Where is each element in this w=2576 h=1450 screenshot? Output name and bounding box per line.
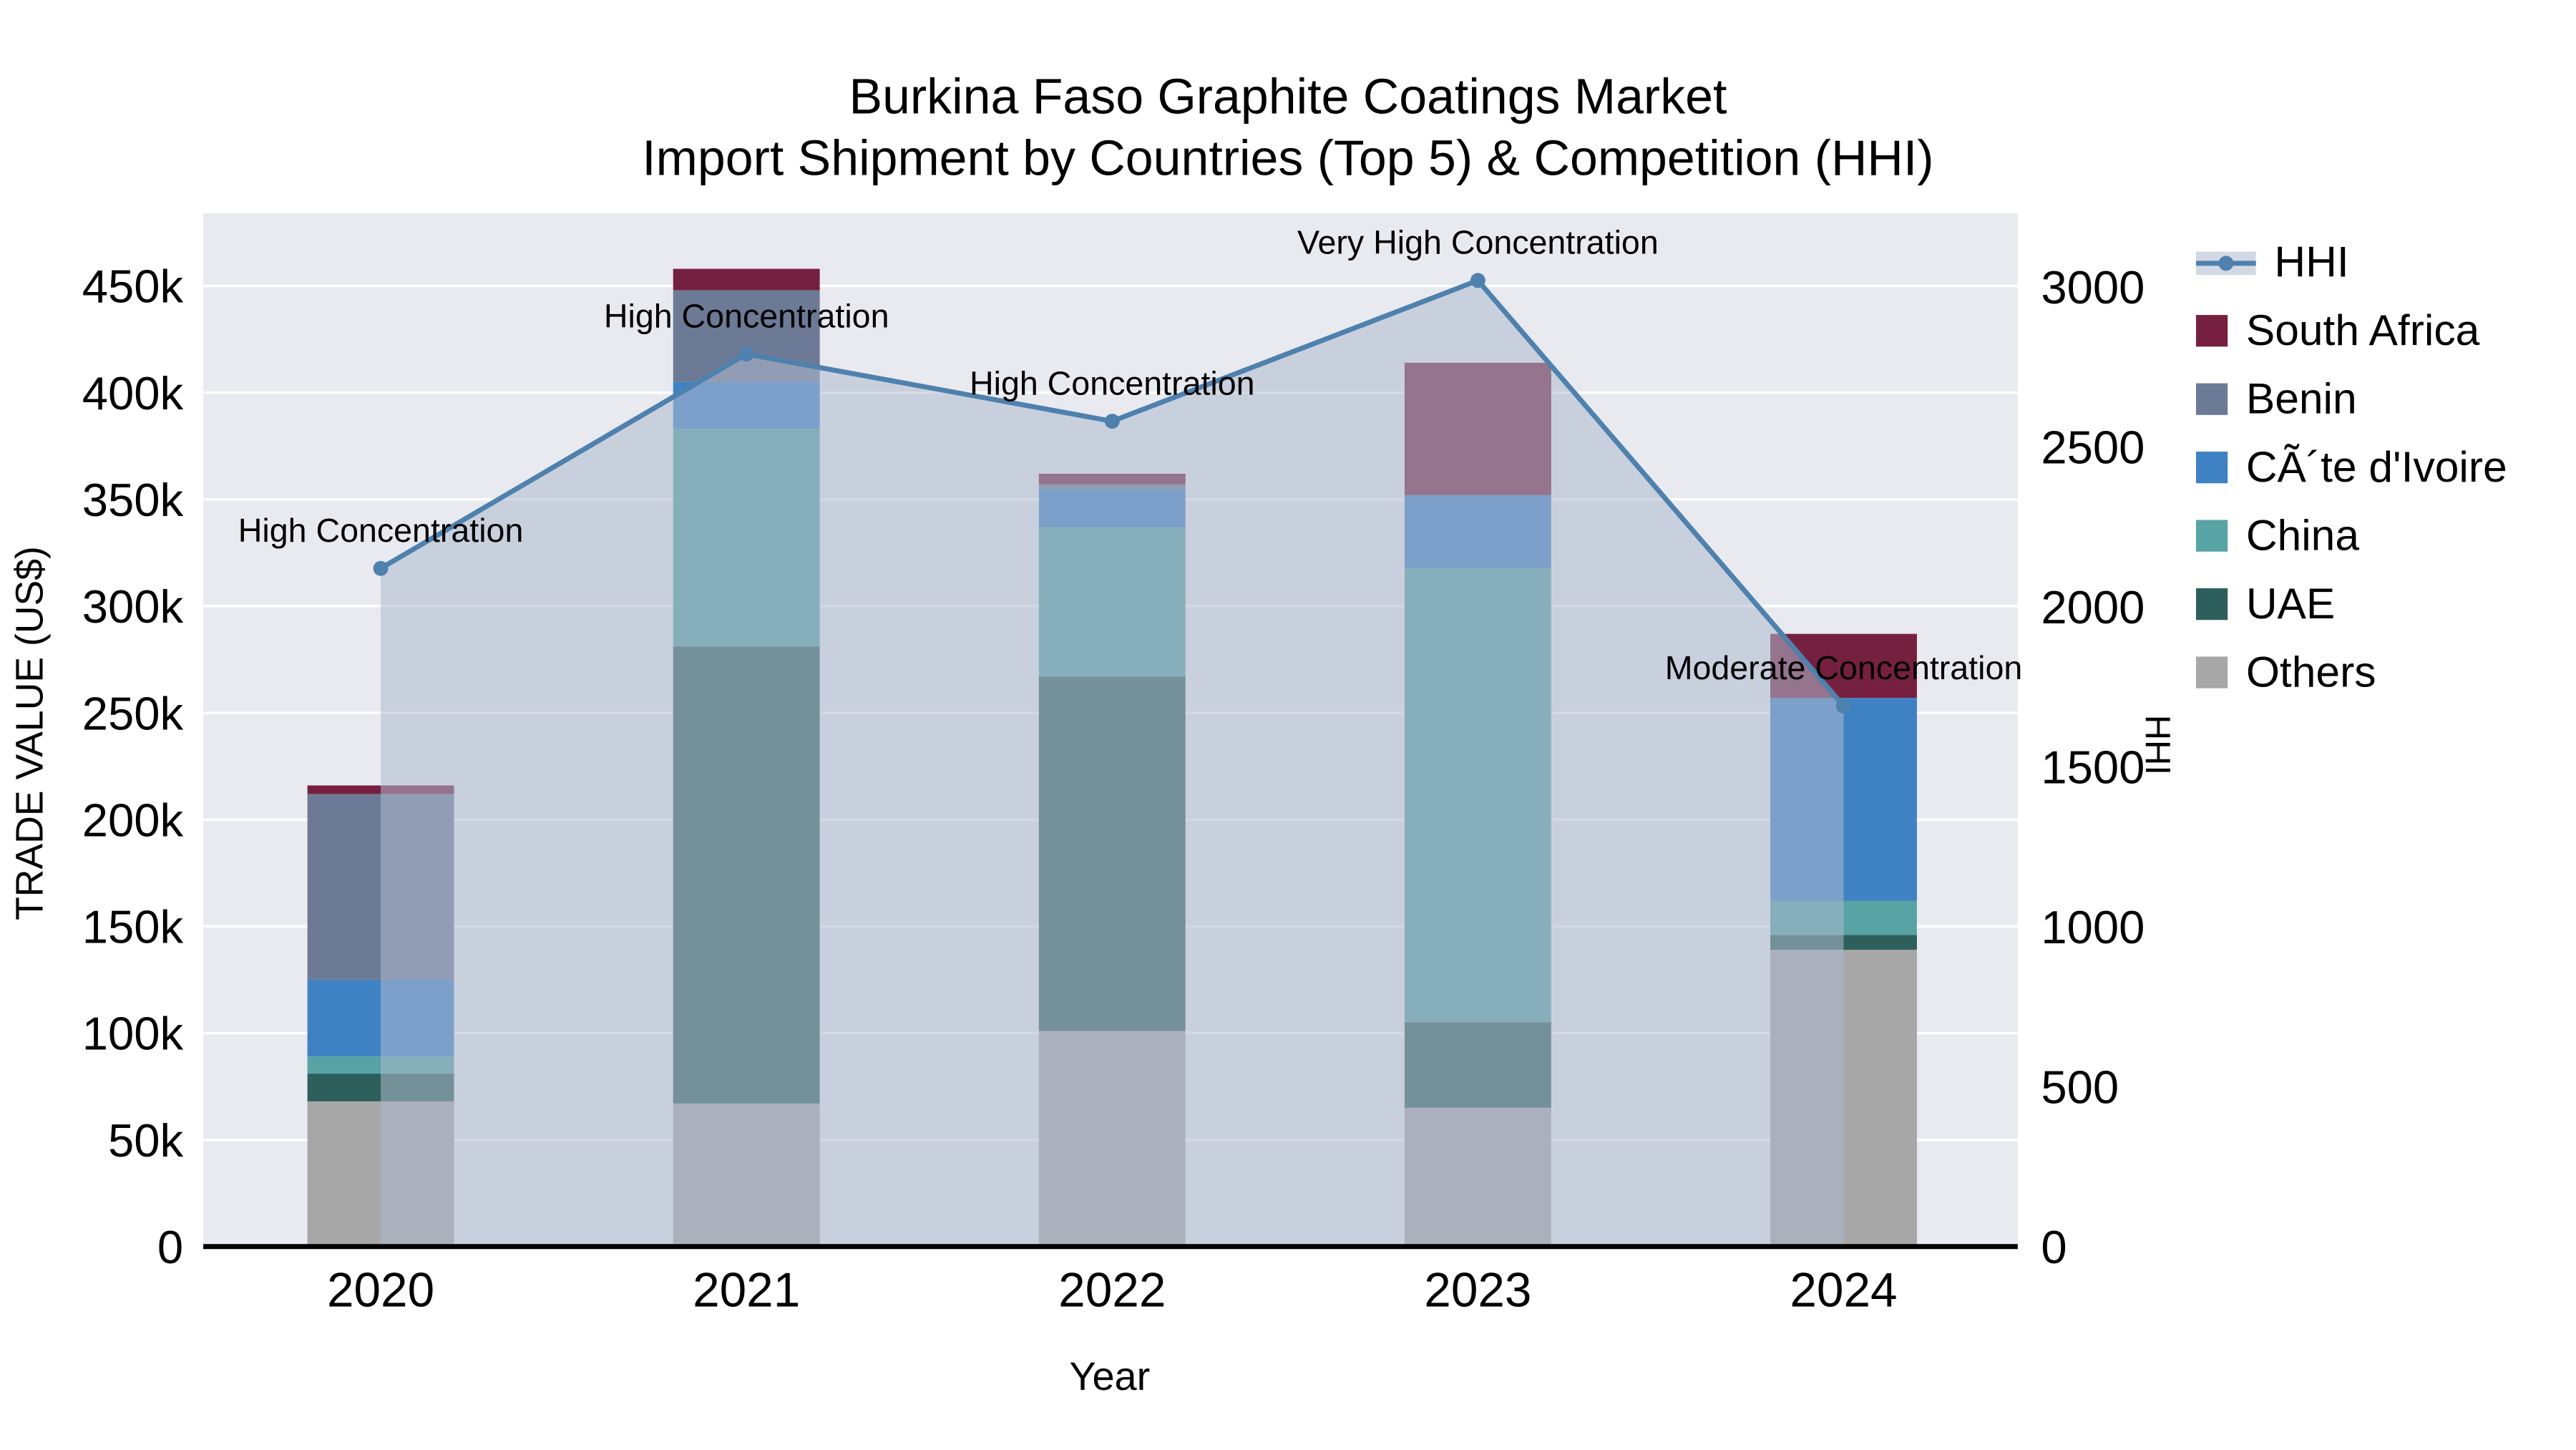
x-tick-2022: 2022 [1058, 1264, 1166, 1318]
y-left-tick-450k: 450k [82, 261, 184, 313]
x-tick-2023: 2023 [1424, 1264, 1531, 1318]
y-right-tick-500: 500 [2041, 1061, 2119, 1114]
legend-item-others[interactable]: Others [2195, 646, 2507, 698]
hhi-marker-2022 [1104, 414, 1120, 429]
series-swatch-icon [2195, 452, 2228, 484]
y-left-tick-200k: 200k [82, 794, 184, 846]
hhi-marker-2020 [373, 560, 389, 576]
x-tick-2021: 2021 [693, 1264, 800, 1318]
bar-segment-south-africa-2021 [673, 268, 820, 291]
legend-label: HHI [2274, 236, 2349, 287]
x-tick-2020: 2020 [327, 1264, 434, 1318]
y-left-tick-300k: 300k [82, 580, 184, 633]
x-axis-title: Year [1069, 1355, 1151, 1400]
y-right-tick-2500: 2500 [2041, 422, 2145, 474]
annotation-2022: High Concentration [970, 364, 1255, 402]
series-swatch-icon [2195, 588, 2228, 621]
y-left-tick-100k: 100k [82, 1008, 184, 1060]
legend-label: Benin [2245, 373, 2357, 424]
series-swatch-icon [2195, 656, 2228, 688]
y-right-tick-1000: 1000 [2041, 901, 2145, 953]
y-left-tick-150k: 150k [82, 901, 184, 953]
legend-item-hhi[interactable]: HHI [2195, 236, 2507, 288]
legend-item-china[interactable]: China [2195, 510, 2507, 562]
y-axis-title-right: HHI [2137, 714, 2177, 775]
legend-item-c-te-d-ivoire[interactable]: CÃ´te d'Ivoire [2195, 442, 2507, 493]
hhi-marker-2023 [1470, 273, 1485, 288]
annotation-2021: High Concentration [604, 297, 889, 334]
legend-label: China [2245, 510, 2360, 560]
y-right-tick-0: 0 [2041, 1221, 2067, 1273]
legend-label: UAE [2245, 578, 2336, 628]
legend-label: Others [2245, 646, 2376, 697]
hhi-marker-2024 [1836, 698, 1851, 714]
annotation-2023: Very High Concentration [1297, 224, 1659, 261]
chart-title: Burkina Faso Graphite Coatings Market Im… [0, 67, 2576, 190]
legend-item-benin[interactable]: Benin [2195, 373, 2507, 425]
hhi-area-fill [381, 280, 1844, 1247]
chart-title-line1: Burkina Faso Graphite Coatings Market [849, 69, 1727, 125]
hhi-marker-2021 [738, 346, 754, 362]
y-left-tick-50k: 50k [108, 1114, 184, 1167]
y-left-tick-350k: 350k [82, 474, 184, 526]
legend-label: South Africa [2245, 305, 2480, 355]
series-swatch-icon [2195, 383, 2228, 415]
annotation-2024: Moderate Concentration [1665, 649, 2023, 686]
y-left-tick-0: 0 [157, 1221, 183, 1273]
x-tick-2024: 2024 [1790, 1264, 1897, 1318]
legend-item-south-africa[interactable]: South Africa [2195, 305, 2507, 356]
y-axis-title-left: TRADE VALUE (US$) [7, 546, 52, 920]
legend-label: CÃ´te d'Ivoire [2245, 442, 2507, 492]
hhi-line-swatch-icon [2195, 250, 2256, 275]
y-left-tick-250k: 250k [82, 687, 184, 739]
y-right-tick-2000: 2000 [2041, 581, 2145, 633]
series-swatch-icon [2195, 520, 2228, 552]
y-left-tick-400k: 400k [82, 367, 184, 419]
series-swatch-icon [2195, 315, 2228, 347]
y-right-tick-3000: 3000 [2041, 261, 2145, 313]
y-right-tick-1500: 1500 [2041, 741, 2145, 794]
legend: HHI South Africa Benin CÃ´te d'Ivoire China U… [2195, 236, 2507, 699]
legend-item-uae[interactable]: UAE [2195, 578, 2507, 630]
annotation-2020: High Concentration [238, 512, 524, 549]
chart-title-line2: Import Shipment by Countries (Top 5) & C… [642, 131, 1934, 187]
